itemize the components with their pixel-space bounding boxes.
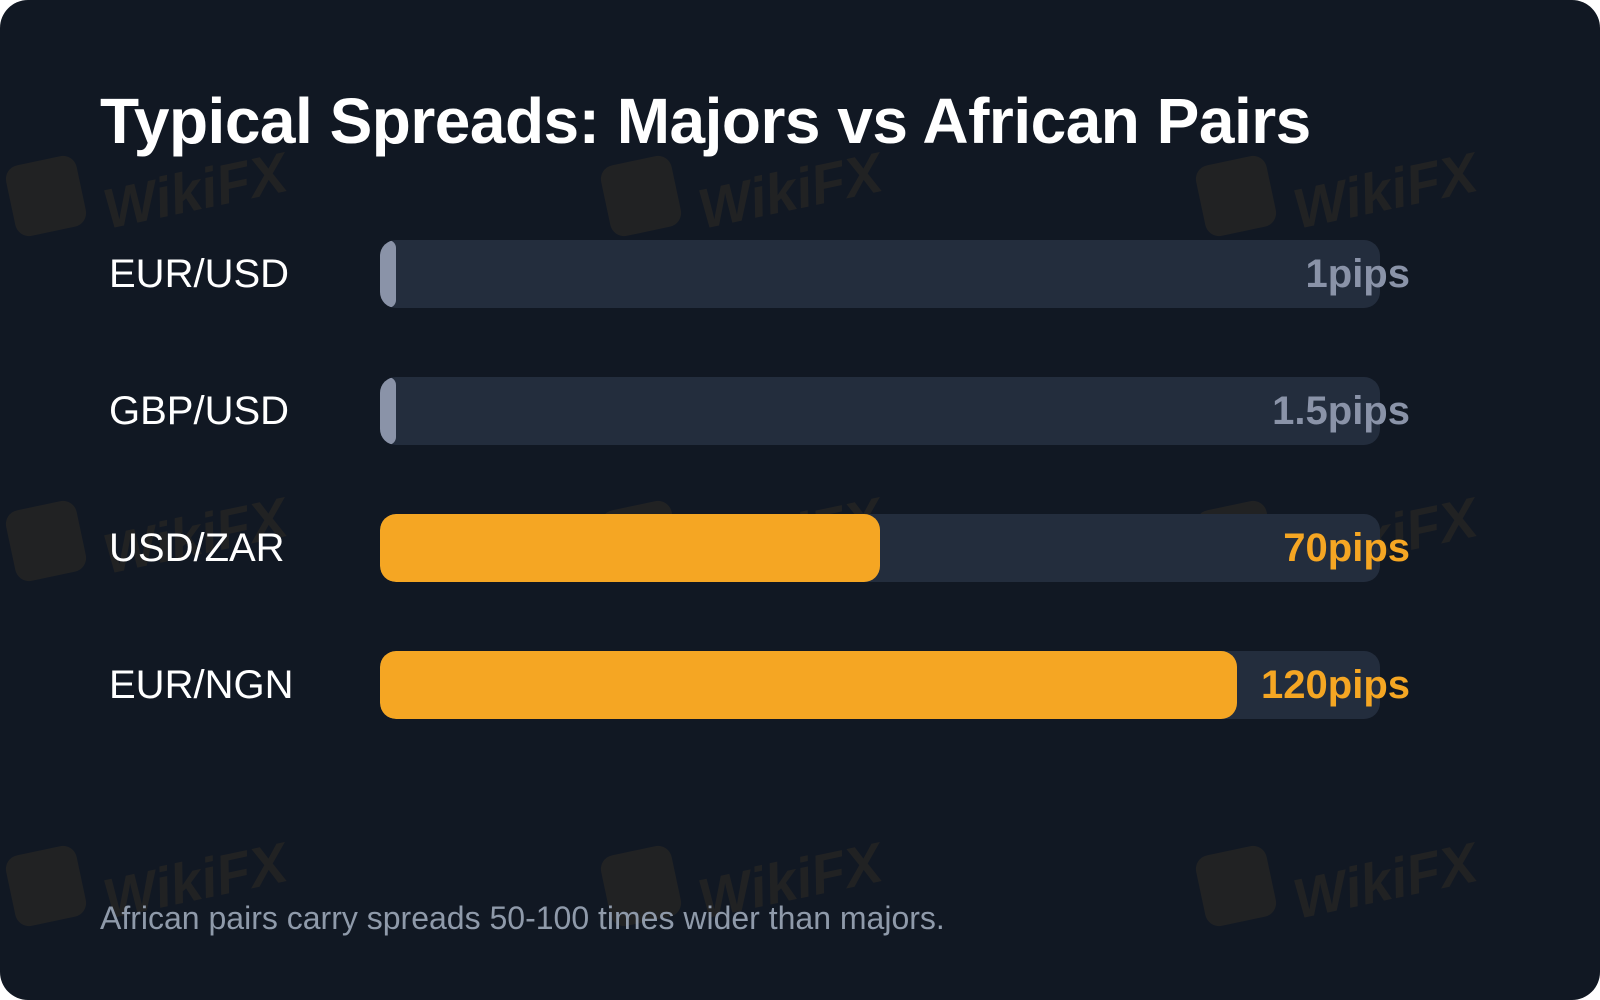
category-label: GBP/USD — [109, 389, 290, 433]
bar — [380, 377, 396, 445]
wikifx-watermark: WikiFX — [1193, 830, 1520, 931]
bar-track — [380, 651, 1380, 719]
category-label: EUR/NGN — [109, 663, 294, 707]
value-label: 120pips — [1261, 663, 1410, 707]
eagle-logo-icon — [1193, 153, 1279, 239]
category-label: EUR/USD — [109, 252, 290, 296]
category-label: USD/ZAR — [109, 526, 285, 570]
bar — [380, 651, 1238, 719]
eagle-logo-icon — [3, 843, 89, 929]
watermark-text: WikiFX — [1287, 140, 1483, 241]
chart-title: Typical Spreads: Majors vs African Pairs — [100, 85, 1311, 157]
value-label: 1pips — [1305, 252, 1410, 296]
eagle-logo-icon — [598, 153, 684, 239]
wikifx-watermark: WikiFX — [3, 140, 330, 241]
bar — [380, 514, 880, 582]
wikifx-watermark: WikiFX — [1193, 140, 1520, 241]
bar-row: EUR/USD 1pips — [0, 240, 1600, 308]
bar-track — [380, 514, 1380, 582]
bar-row: GBP/USD 1.5pips — [0, 377, 1600, 445]
bar-row: EUR/NGN 120pips — [0, 651, 1600, 719]
wikifx-watermark: WikiFX — [598, 140, 925, 241]
bar-row: USD/ZAR 70pips — [0, 514, 1600, 582]
eagle-logo-icon — [1193, 843, 1279, 929]
bar-track — [380, 377, 1380, 445]
chart-footnote: African pairs carry spreads 50-100 times… — [100, 900, 945, 936]
bar-track — [380, 240, 1380, 308]
watermark-text: WikiFX — [1287, 830, 1483, 931]
bar — [380, 240, 396, 308]
eagle-logo-icon — [3, 153, 89, 239]
value-label: 1.5pips — [1272, 389, 1410, 433]
value-label: 70pips — [1283, 526, 1410, 570]
